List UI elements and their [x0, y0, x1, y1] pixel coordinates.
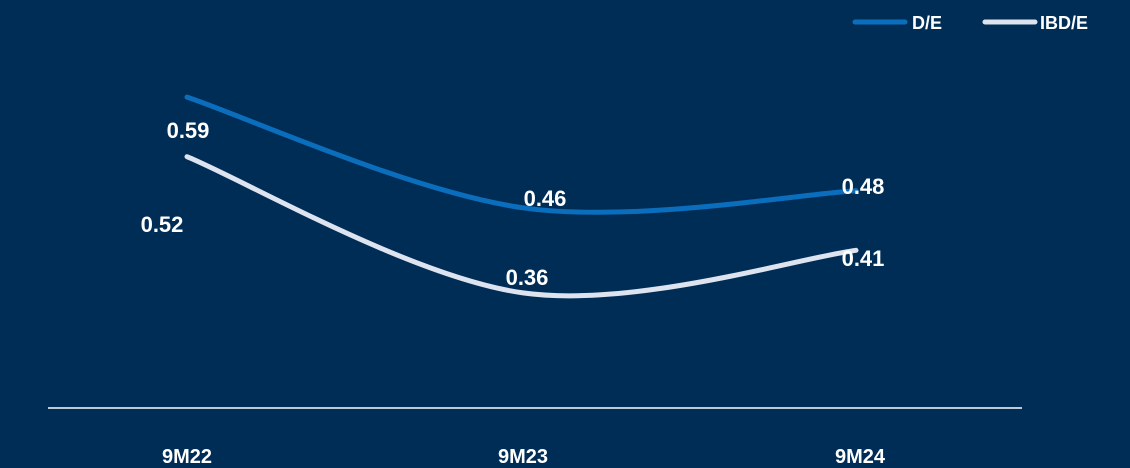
- data-label: 0.41: [842, 246, 885, 271]
- x-axis-ticks: 9M22 9M23 9M24: [162, 446, 886, 468]
- data-labels: 0.59 0.46 0.48 0.52 0.36 0.41: [141, 118, 885, 290]
- data-label: 0.52: [141, 212, 184, 237]
- data-label: 0.46: [524, 186, 567, 211]
- data-label: 0.48: [842, 174, 885, 199]
- x-tick-label: 9M22: [162, 446, 212, 468]
- x-tick-label: 9M23: [498, 446, 548, 468]
- series-line-de: [184, 94, 859, 215]
- legend-label-de: D/E: [912, 13, 942, 33]
- x-tick-label: 9M24: [835, 446, 886, 468]
- legend-label-ibde: IBD/E: [1040, 13, 1088, 33]
- chart-legend: D/E IBD/E: [852, 13, 1088, 33]
- series-line-ibde: [184, 154, 859, 299]
- data-label: 0.36: [506, 265, 549, 290]
- data-label: 0.59: [167, 118, 210, 143]
- series-layer: [184, 94, 859, 299]
